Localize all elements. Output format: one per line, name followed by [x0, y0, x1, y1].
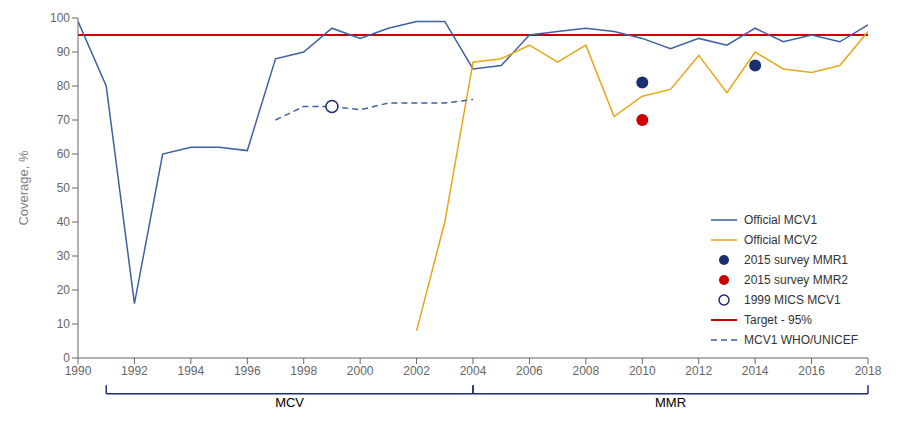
svg-text:1994: 1994 — [178, 364, 205, 378]
svg-text:1990: 1990 — [65, 364, 92, 378]
svg-text:MMR: MMR — [655, 395, 686, 410]
svg-text:2004: 2004 — [460, 364, 487, 378]
svg-text:0: 0 — [63, 351, 70, 365]
html-text:Official MCV2: Official MCV2 — [744, 233, 818, 247]
html-text:MCV1 WHO/UNICEF: MCV1 WHO/UNICEF — [744, 333, 858, 347]
svg-text:2006: 2006 — [516, 364, 543, 378]
html-text:Official MCV1: Official MCV1 — [744, 213, 818, 227]
svg-text:100: 100 — [50, 11, 70, 25]
svg-text:Coverage, %: Coverage, % — [16, 150, 31, 226]
svg-text:50: 50 — [57, 181, 71, 195]
svg-text:2008: 2008 — [573, 364, 600, 378]
svg-text:30: 30 — [57, 249, 71, 263]
html-text:1999 MICS MCV1: 1999 MICS MCV1 — [744, 293, 841, 307]
svg-text:2000: 2000 — [347, 364, 374, 378]
svg-text:1996: 1996 — [234, 364, 261, 378]
svg-text:40: 40 — [57, 215, 71, 229]
svg-text:1992: 1992 — [121, 364, 148, 378]
svg-text:2014: 2014 — [742, 364, 769, 378]
svg-text:20: 20 — [57, 283, 71, 297]
html-text:2015 survey MMR1: 2015 survey MMR1 — [744, 253, 848, 267]
html-text:2015 survey MMR2: 2015 survey MMR2 — [744, 273, 848, 287]
svg-text:70: 70 — [57, 113, 71, 127]
svg-text:2018: 2018 — [855, 364, 882, 378]
html-text:Target - 95%: Target - 95% — [744, 313, 812, 327]
svg-text:MCV: MCV — [275, 395, 304, 410]
svg-text:2012: 2012 — [685, 364, 712, 378]
svg-text:80: 80 — [57, 79, 71, 93]
svg-text:1998: 1998 — [290, 364, 317, 378]
svg-text:60: 60 — [57, 147, 71, 161]
svg-text:10: 10 — [57, 317, 71, 331]
svg-text:2002: 2002 — [403, 364, 430, 378]
svg-text:2010: 2010 — [629, 364, 656, 378]
svg-text:2016: 2016 — [798, 364, 825, 378]
svg-text:90: 90 — [57, 45, 71, 59]
